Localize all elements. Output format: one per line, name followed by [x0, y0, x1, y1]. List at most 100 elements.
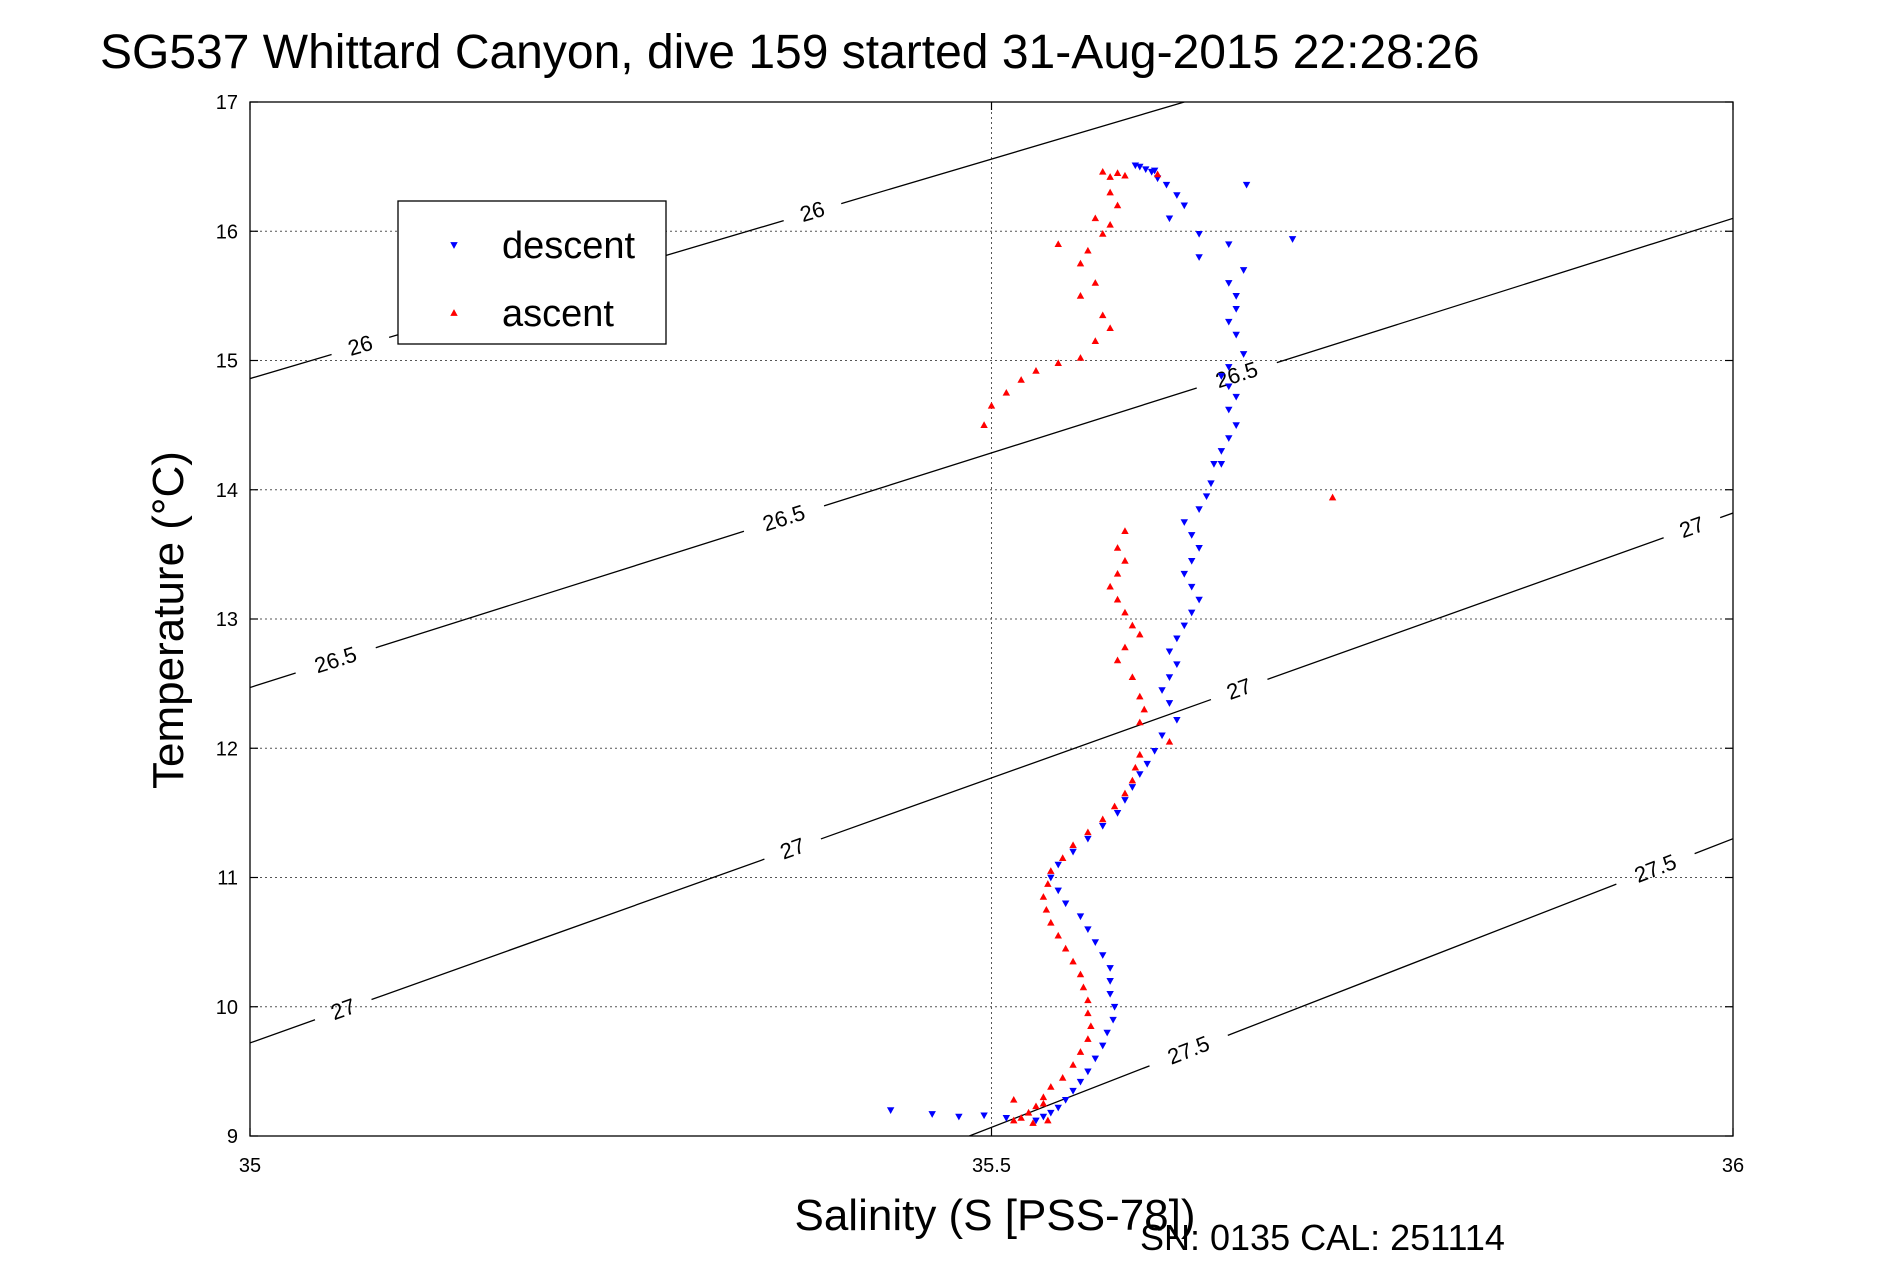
contour-label: 26 — [797, 196, 828, 227]
descent-point — [1061, 1096, 1070, 1104]
ascent-point — [1069, 1061, 1077, 1068]
descent-point — [1143, 760, 1151, 768]
descent-point — [1136, 771, 1144, 778]
descent-point — [1232, 422, 1240, 429]
descent-point — [1239, 267, 1248, 274]
descent-point — [1180, 202, 1188, 210]
ascent-point — [1136, 750, 1144, 758]
ascent-point — [1032, 1102, 1040, 1110]
descent-point — [1002, 1115, 1011, 1122]
ascent-point — [1054, 240, 1062, 248]
descent-point — [1136, 163, 1144, 171]
descent-point — [1173, 661, 1181, 669]
descent-point — [1109, 1016, 1117, 1024]
contour-label: 26 — [345, 330, 376, 361]
legend-box — [397, 200, 667, 345]
ascent-point — [1121, 171, 1129, 179]
gridlines — [250, 102, 1733, 1136]
ascent-point — [1136, 692, 1144, 700]
descent-point — [1195, 230, 1203, 238]
ascent-point — [1113, 544, 1122, 551]
descent-point — [1069, 848, 1077, 856]
descent-point — [1217, 373, 1226, 380]
ascent-point — [1079, 983, 1088, 991]
ascent-legend-marker — [450, 309, 458, 316]
descent-point — [1188, 532, 1196, 539]
descent-point — [1091, 939, 1100, 946]
descent-point — [1113, 810, 1122, 817]
descent-point — [1106, 990, 1114, 998]
descent-point — [1054, 861, 1062, 869]
descent-point — [1047, 874, 1055, 882]
ascent-point — [1113, 595, 1122, 603]
descent-point — [1195, 506, 1203, 513]
ascent-legend-label: ascent — [502, 293, 614, 335]
ascent-point — [1106, 324, 1114, 332]
ascent-point — [1165, 737, 1174, 745]
contour-label: 27 — [327, 993, 358, 1025]
descent-point — [1106, 965, 1114, 972]
descent-point — [1150, 167, 1159, 175]
ascent-point — [1076, 1048, 1085, 1055]
ascent-point — [1099, 815, 1107, 823]
ascent-point — [1091, 279, 1100, 286]
ascent-point — [1121, 557, 1129, 564]
descent-point — [1207, 480, 1215, 488]
ascent-point — [1099, 167, 1107, 175]
ascent-point — [1010, 1116, 1018, 1124]
ascent-point — [1131, 763, 1140, 771]
descent-point — [1142, 166, 1150, 174]
descent-point — [1099, 952, 1107, 959]
descent-point — [1173, 192, 1181, 199]
descent-point — [1084, 835, 1092, 843]
legend: descent ascent — [397, 200, 667, 345]
ascent-point — [1136, 630, 1144, 638]
descent-point — [1195, 596, 1203, 604]
ascent-point — [1106, 188, 1114, 196]
density-contour-26 — [250, 102, 1185, 380]
ascent-point — [1084, 828, 1092, 836]
contour-label: 27 — [777, 833, 808, 865]
ascent-point — [1091, 337, 1100, 344]
descent-point — [1061, 900, 1070, 908]
ascent-point — [1106, 220, 1114, 228]
descent-point — [1180, 519, 1188, 526]
ascent-point — [1121, 527, 1129, 534]
y-tick-label: 10 — [216, 997, 238, 1019]
descent-point — [1195, 545, 1203, 552]
density-contour-27 — [250, 512, 1733, 1044]
ascent-point — [1106, 173, 1114, 180]
contour-label: 27 — [1676, 511, 1707, 543]
ascent-point — [1076, 354, 1085, 361]
ascent-point — [1054, 931, 1062, 939]
y-tick-label: 14 — [216, 480, 238, 502]
contour-label: 27 — [1223, 673, 1254, 705]
descent-point — [1084, 1068, 1092, 1076]
ascent-point — [1076, 292, 1085, 299]
y-tick-label: 11 — [217, 868, 238, 890]
descent-point — [1039, 1113, 1048, 1121]
ascent-point — [1047, 918, 1055, 926]
descent-point — [1180, 570, 1188, 578]
serial-calibration-footer: SN: 0135 CAL: 251114 — [1140, 1217, 1505, 1258]
ascent-point — [1084, 1009, 1092, 1017]
descent-point — [1173, 716, 1181, 724]
ascent-point — [1113, 569, 1122, 577]
descent-legend-label: descent — [502, 225, 636, 267]
contour-label: 26.5 — [760, 500, 808, 537]
ascent-point — [1054, 359, 1062, 366]
descent-point — [1288, 236, 1297, 243]
descent-point — [1188, 609, 1196, 617]
density-contour-26.5 — [250, 217, 1733, 689]
y-tick-label: 15 — [216, 351, 238, 373]
ascent-point — [1106, 582, 1114, 590]
descent-point — [1232, 393, 1240, 401]
descent-point — [1158, 732, 1166, 740]
ascent-point — [1047, 1083, 1055, 1090]
descent-point — [1232, 293, 1240, 300]
ascent-point — [1002, 388, 1011, 396]
descent-point — [1032, 1117, 1040, 1125]
ascent-point — [987, 401, 996, 409]
x-tick-label: 35 — [239, 1155, 261, 1177]
descent-point — [1091, 1055, 1100, 1063]
